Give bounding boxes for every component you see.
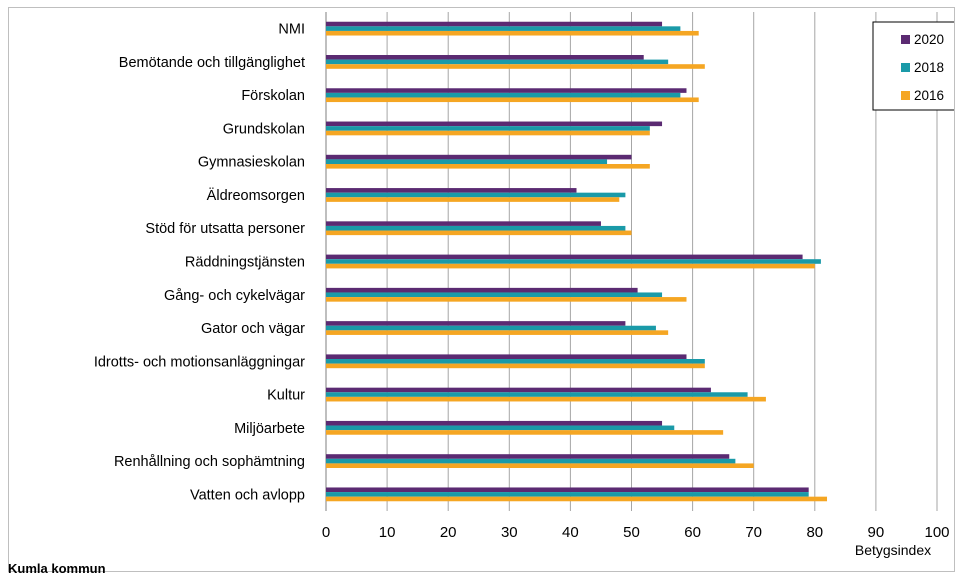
category-label: Kultur <box>267 388 305 404</box>
bar <box>326 425 675 431</box>
legend-box <box>872 21 954 111</box>
bar <box>326 487 809 493</box>
bar <box>326 197 620 202</box>
bar <box>326 30 699 36</box>
bar <box>326 396 766 402</box>
category-label: Miljöarbete <box>234 421 305 437</box>
legend-swatch <box>901 63 910 72</box>
bar <box>326 225 626 231</box>
bars <box>326 21 828 502</box>
legend-swatch <box>901 35 910 44</box>
legend-label: 2018 <box>914 60 944 75</box>
bar <box>326 254 803 260</box>
bar <box>326 21 663 27</box>
bar <box>326 188 577 193</box>
x-tick-label: 60 <box>684 524 701 541</box>
x-tick-label: 40 <box>562 524 579 541</box>
bar <box>326 292 663 298</box>
chart-frame: NMI Bemötande och tillgänglighet Förskolan… <box>8 7 955 572</box>
bar <box>326 59 669 65</box>
category-label: Gator och vägar <box>201 321 305 337</box>
bar <box>326 92 681 98</box>
bar <box>326 363 705 369</box>
bar <box>326 430 724 435</box>
legend-label: 2016 <box>914 88 944 103</box>
x-tick-label: 20 <box>440 524 457 541</box>
bar <box>326 392 748 397</box>
bar <box>326 88 687 93</box>
bar <box>326 287 638 293</box>
bar <box>326 492 809 497</box>
category-label: Grundskolan <box>223 121 305 137</box>
x-tick-labels: 0 10 20 30 40 50 60 70 80 90 100 <box>322 524 950 541</box>
category-label: NMI <box>278 22 305 38</box>
category-label: Äldreomsorgen <box>207 187 305 204</box>
category-label: Förskolan <box>241 88 305 104</box>
bar <box>326 121 663 127</box>
legend: 2020 2018 2016 <box>872 21 954 111</box>
bar <box>326 297 687 302</box>
bar <box>326 230 632 236</box>
bar <box>326 263 815 269</box>
bar <box>326 420 663 426</box>
bar-chart: NMI Bemötande och tillgänglighet Förskolan… <box>94 12 954 558</box>
category-label: Räddningstjänsten <box>185 255 305 271</box>
category-label: Vatten och avlopp <box>190 487 305 503</box>
bar <box>326 192 626 198</box>
bar <box>326 458 736 464</box>
bar <box>326 325 656 331</box>
bar <box>326 496 828 502</box>
category-label: Bemötande och tillgänglighet <box>119 55 305 71</box>
bar <box>326 126 650 131</box>
x-tick-label: 0 <box>322 524 330 541</box>
legend-swatch <box>901 91 910 100</box>
category-label: Renhållning och sophämtning <box>114 454 305 470</box>
legend-label: 2020 <box>914 32 944 47</box>
bar <box>326 330 669 335</box>
category-labels: NMI Bemötande och tillgänglighet Förskolan… <box>94 22 305 504</box>
category-label: Gymnasieskolan <box>198 155 305 171</box>
category-label: Idrotts- och motionsanläggningar <box>94 354 305 370</box>
bar <box>326 321 626 326</box>
category-label: Stöd för utsatta personer <box>145 221 305 237</box>
bar <box>326 454 730 459</box>
bar <box>326 64 705 69</box>
bar <box>326 359 705 364</box>
bar <box>326 55 644 60</box>
bar <box>326 164 650 169</box>
x-tick-label: 100 <box>924 524 949 541</box>
bar <box>326 97 699 103</box>
x-tick-label: 70 <box>745 524 762 541</box>
bar <box>326 221 601 226</box>
bar <box>326 154 632 160</box>
bar <box>326 354 687 359</box>
bar <box>326 387 711 393</box>
bar <box>326 130 650 136</box>
bar <box>326 26 681 31</box>
x-tick-label: 30 <box>501 524 518 541</box>
category-label: Gång- och cykelvägar <box>164 288 305 304</box>
x-tick-label: 80 <box>806 524 823 541</box>
bar <box>326 159 608 164</box>
footer-label: Kumla kommun <box>8 561 106 576</box>
x-tick-label: 90 <box>868 524 885 541</box>
bar <box>326 463 754 468</box>
x-tick-label: 50 <box>623 524 640 541</box>
bar <box>326 259 821 264</box>
x-axis-label: Betygsindex <box>855 542 931 558</box>
x-tick-label: 10 <box>379 524 396 541</box>
